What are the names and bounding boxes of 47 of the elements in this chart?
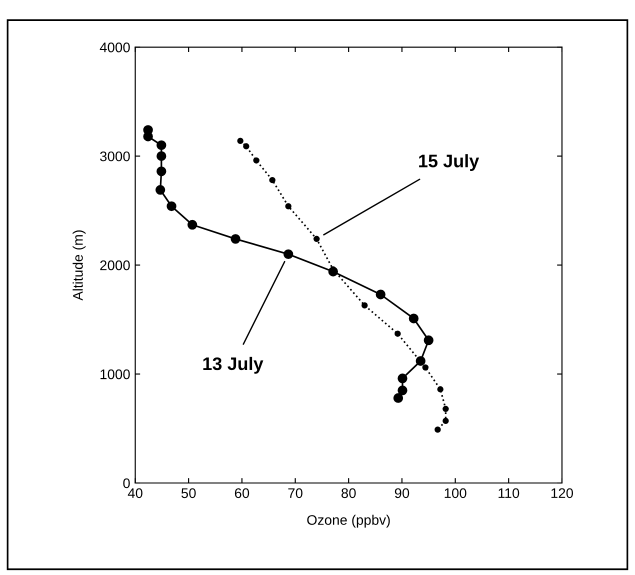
text: 13 July xyxy=(203,356,264,374)
point xyxy=(156,166,166,176)
x-tick-label: 70 xyxy=(288,488,302,498)
point xyxy=(394,330,401,337)
point xyxy=(230,234,240,244)
point xyxy=(166,201,176,212)
x-tick-label: 40 xyxy=(128,488,142,498)
y-tick-label: 3000 xyxy=(100,151,130,162)
point xyxy=(313,236,320,242)
y-tick-label: 4000 xyxy=(100,42,130,52)
point xyxy=(285,203,292,210)
point xyxy=(243,143,250,150)
point xyxy=(442,418,449,424)
point xyxy=(269,176,276,184)
point xyxy=(143,132,153,142)
point xyxy=(424,335,434,346)
y-tick-label: 2000 xyxy=(100,260,130,270)
point xyxy=(434,426,441,433)
point xyxy=(187,220,198,230)
point xyxy=(416,356,426,366)
x-tick-label: 120 xyxy=(551,488,574,498)
x-tick-label: 110 xyxy=(498,488,520,498)
text: 15 July xyxy=(419,154,480,171)
x-tick-label: 80 xyxy=(341,488,356,498)
point xyxy=(422,364,429,371)
point xyxy=(393,393,404,403)
point xyxy=(408,314,419,324)
x-axis-title: Ozone (ppbv) xyxy=(307,514,390,528)
point xyxy=(237,138,244,144)
x-tick-label: 60 xyxy=(234,488,250,498)
point xyxy=(253,157,260,164)
point xyxy=(156,151,166,161)
y-axis-title: Altitude (m) xyxy=(72,230,86,301)
x-tick-label: 90 xyxy=(394,488,410,498)
point xyxy=(156,140,166,150)
point xyxy=(283,249,294,260)
point xyxy=(155,185,166,195)
point xyxy=(442,406,449,412)
point xyxy=(437,386,444,392)
y-tick-label: 0 xyxy=(123,478,130,488)
x-tick-label: 50 xyxy=(181,488,196,498)
point xyxy=(398,386,408,396)
point xyxy=(361,302,368,309)
y-tick-label: 1000 xyxy=(100,369,130,380)
point xyxy=(376,290,386,300)
point xyxy=(398,374,408,384)
x-tick-label: 100 xyxy=(444,488,466,498)
